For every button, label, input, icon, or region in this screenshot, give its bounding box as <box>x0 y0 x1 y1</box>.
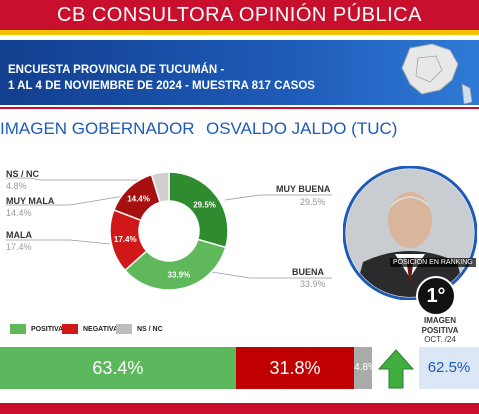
up-arrow-icon <box>378 349 414 389</box>
label-mala: MALA <box>6 230 32 240</box>
survey-line-2: 1 AL 4 DE NOVIEMBRE DE 2024 - MUESTRA 81… <box>8 80 315 92</box>
legend-label-positiva: POSITIVA <box>31 326 64 333</box>
label-ns-nc: NS / NC <box>6 169 40 179</box>
governor-name: OSVALDO JALDO (TUC) <box>206 119 398 138</box>
donut-slice-label: 14.4% <box>127 195 150 204</box>
donut-slice-label: 29.5% <box>193 200 216 209</box>
donut-slice-muy-buena <box>168 171 229 249</box>
ranking-period: OCT. /24 <box>424 335 456 344</box>
label-muy-mala: MUY MALA <box>6 196 55 206</box>
legend-swatch-positiva <box>10 324 26 334</box>
tucuman-map-icon <box>401 43 473 105</box>
bar-segment-ns-nc: 4.8% <box>354 347 377 389</box>
pct-muy-mala: 14.4% <box>6 208 32 218</box>
legend-label-ns-nc: NS / NC <box>137 326 163 333</box>
header-stripe <box>0 30 479 35</box>
donut-slice-label: 33.9% <box>168 270 191 279</box>
survey-line-1: ENCUESTA PROVINCIA DE TUCUMÁN - <box>8 64 225 76</box>
header-title: CB CONSULTORA OPINIÓN PÚBLICA <box>57 4 422 26</box>
label-muy-buena: MUY BUENA <box>276 184 331 194</box>
legend-swatch-ns-nc <box>116 324 132 334</box>
pct-ns-nc: 4.8% <box>6 181 27 191</box>
bar-segment-negativa: 31.8% <box>235 347 355 389</box>
label-buena: BUENA <box>292 267 325 277</box>
pct-buena: 33.9% <box>300 279 326 289</box>
divider <box>0 107 479 109</box>
chart-title: IMAGEN GOBERNADOR <box>0 119 195 138</box>
ranking-label: POSICIÓN EN RANKING <box>390 258 476 267</box>
pct-mala: 17.4% <box>6 242 32 252</box>
stacked-bar: 63.4% 31.8% 4.8% <box>0 347 377 389</box>
donut-slice-label: 17.4% <box>114 235 137 244</box>
ranking-subtitle: POSITIVA <box>421 326 459 335</box>
pct-muy-buena: 29.5% <box>300 197 326 207</box>
donut-slice-ns-nc <box>150 171 170 204</box>
governor-photo <box>343 166 477 300</box>
ranking-position-badge: 1° <box>416 276 456 316</box>
legend-swatch-negativa <box>62 324 78 334</box>
survey-panel <box>0 40 479 105</box>
donut-slice-buena <box>123 238 227 291</box>
ranking-title: IMAGEN <box>424 316 456 325</box>
footer-bar <box>0 403 479 414</box>
leader-lines <box>6 177 332 279</box>
header-bar <box>0 0 479 30</box>
legend-label-negativa: NEGATIVA <box>83 326 119 333</box>
bar-segment-positiva: 63.4% <box>0 347 236 389</box>
donut-chart: 29.5% 33.9% 17.4% 14.4% <box>109 171 229 291</box>
ranking-value: 62.5% <box>419 347 479 389</box>
